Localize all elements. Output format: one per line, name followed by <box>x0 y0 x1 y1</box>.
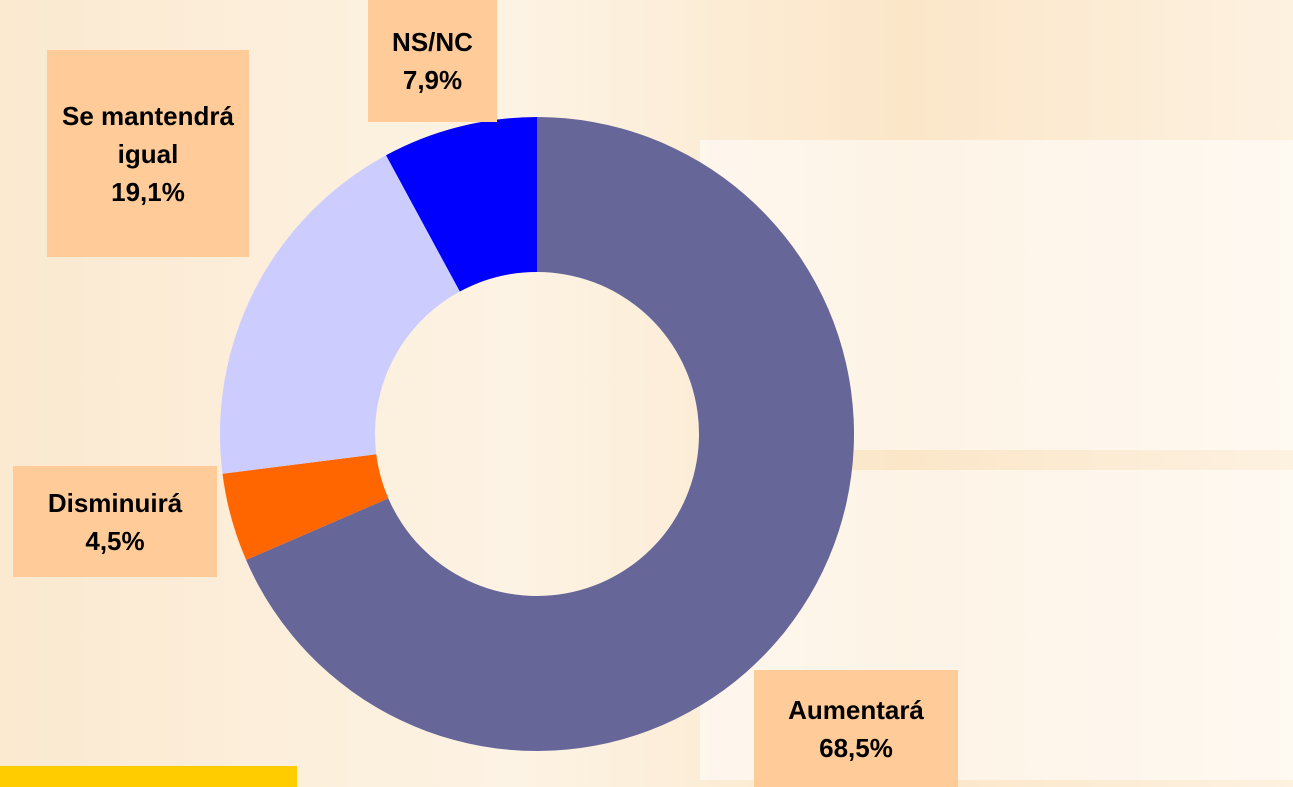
category-label: NS/NC <box>392 27 473 57</box>
accent-bar <box>0 766 297 787</box>
donut-slice <box>386 117 537 292</box>
slice-label: Aumentará 68,5% <box>754 670 958 787</box>
donut-slice <box>220 155 460 474</box>
slice-label: NS/NC 7,9% <box>368 0 497 122</box>
slice-label: Disminuirá 4,5% <box>13 466 217 577</box>
value-label: 7,9% <box>402 65 463 95</box>
category-label: Se mantendrá igual <box>62 100 234 169</box>
value-label: 4,5% <box>85 525 145 556</box>
slice-label: Se mantendrá igual 19,1% <box>47 50 249 257</box>
category-label: Disminuirá <box>47 487 183 518</box>
donut-slice <box>246 117 854 751</box>
donut-slice <box>222 454 389 560</box>
category-label: Aumentará <box>788 694 924 725</box>
value-label: 68,5% <box>819 732 893 763</box>
value-label: 19,1% <box>111 176 185 207</box>
